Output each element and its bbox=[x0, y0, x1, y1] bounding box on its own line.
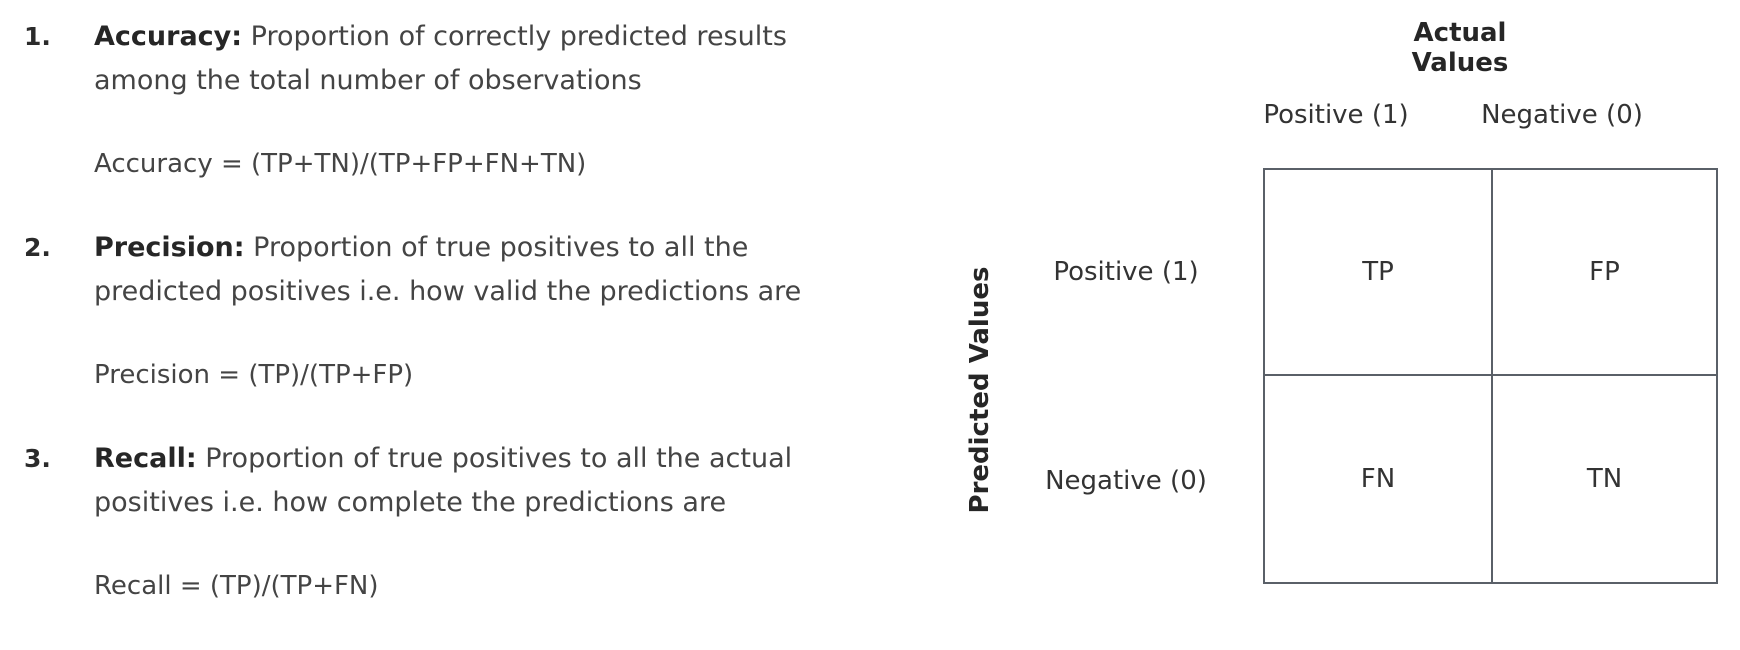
cell-true-negative: TN bbox=[1586, 464, 1623, 494]
term-label: Accuracy: bbox=[94, 21, 243, 52]
column-label-negative: Negative (0) bbox=[1481, 100, 1643, 130]
cell-false-positive: FP bbox=[1493, 170, 1716, 376]
list-number: 1. bbox=[24, 22, 51, 51]
definition-text: Precision: Proportion of true positives … bbox=[94, 226, 894, 314]
formula: Accuracy = (TP+TN)/(TP+FP+FN+TN) bbox=[94, 149, 587, 179]
cell-true-positive: TP bbox=[1265, 170, 1493, 376]
formula: Precision = (TP)/(TP+FP) bbox=[94, 360, 414, 390]
definition-text: Accuracy: Proportion of correctly predic… bbox=[94, 15, 894, 103]
confusion-matrix: Actual Values Positive (1) Negative (0) … bbox=[960, 0, 1740, 650]
definition-line: among the total number of observations bbox=[94, 65, 642, 96]
predicted-values-title: Predicted Values bbox=[965, 266, 995, 514]
actual-values-title: Actual Values bbox=[1411, 18, 1509, 78]
definition-line: positives i.e. how complete the predicti… bbox=[94, 487, 727, 518]
definition-line: Proportion of correctly predicted result… bbox=[250, 21, 787, 52]
formula: Recall = (TP)/(TP+FN) bbox=[94, 571, 379, 601]
definition-line: Proportion of true positives to all the … bbox=[205, 443, 793, 474]
definition-line: Proportion of true positives to all the bbox=[253, 232, 749, 263]
matrix-grid: TP FP FN TN bbox=[1263, 168, 1718, 584]
metric-definitions: 1. Accuracy: Proportion of correctly pre… bbox=[24, 15, 894, 601]
row-label-positive: Positive (1) bbox=[1053, 257, 1199, 287]
row-label-negative: Negative (0) bbox=[1045, 466, 1207, 496]
cell-false-negative: FN bbox=[1265, 376, 1493, 582]
column-label-positive: Positive (1) bbox=[1263, 100, 1409, 130]
list-number: 2. bbox=[24, 233, 51, 262]
definition-text: Recall: Proportion of true positives to … bbox=[94, 437, 894, 525]
term-label: Precision: bbox=[94, 232, 245, 263]
term-label: Recall: bbox=[94, 443, 197, 474]
list-number: 3. bbox=[24, 444, 51, 473]
definition-line: predicted positives i.e. how valid the p… bbox=[94, 276, 802, 307]
